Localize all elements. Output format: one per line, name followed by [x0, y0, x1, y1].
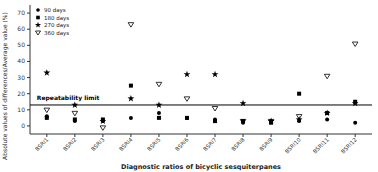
point: [324, 109, 331, 116]
legend-label: 270 days: [44, 22, 69, 29]
legend-marker: [36, 8, 40, 12]
point: [185, 116, 189, 120]
x-tick-label: BSRI1: [34, 136, 50, 152]
y-tick-label: 10: [17, 106, 25, 113]
x-tick: [74, 134, 75, 137]
point: [324, 74, 330, 78]
point: [268, 118, 275, 125]
point: [128, 23, 134, 27]
x-tick-label: BSRI10: [284, 136, 302, 154]
y-tick: [27, 45, 30, 46]
y-tick: [27, 13, 30, 14]
y-tick-label: 50: [17, 41, 25, 48]
point: [129, 84, 133, 88]
point: [213, 119, 217, 123]
point: [45, 116, 49, 120]
y-tick-label: 20: [17, 90, 25, 97]
point: [156, 82, 162, 86]
point: [240, 119, 246, 123]
point: [157, 111, 161, 115]
x-tick: [299, 134, 300, 137]
y-tick-label: 40: [17, 57, 25, 64]
point: [129, 116, 133, 120]
y-tick-label: 0: [21, 122, 25, 129]
legend-marker: [35, 22, 41, 28]
x-tick-label: BSRI5: [146, 136, 162, 152]
point: [185, 116, 189, 120]
legend-marker: [36, 16, 40, 20]
y-tick: [27, 109, 30, 110]
point: [353, 121, 357, 125]
x-tick-label: BSRI6: [174, 136, 190, 152]
point: [127, 95, 134, 102]
x-tick-label: BSRI8: [230, 136, 246, 152]
legend-marker: [35, 31, 40, 35]
point: [184, 71, 191, 78]
x-axis-line: [30, 134, 372, 135]
x-tick: [102, 134, 103, 137]
point: [212, 71, 219, 78]
y-tick-label: 60: [17, 25, 25, 32]
y-tick: [27, 125, 30, 126]
legend-label: 180 days: [44, 15, 69, 22]
point: [73, 117, 77, 121]
y-tick: [27, 93, 30, 94]
point: [325, 117, 329, 121]
point: [99, 118, 106, 125]
points: [43, 23, 358, 131]
point: [157, 116, 161, 120]
point: [71, 101, 78, 108]
y-axis-line: [30, 5, 31, 134]
y-tick: [27, 29, 30, 30]
x-tick: [327, 134, 328, 137]
point: [352, 42, 358, 46]
point: [241, 119, 245, 123]
point: [72, 111, 78, 115]
y-tick-label: 70: [17, 9, 25, 16]
point: [43, 69, 50, 76]
x-tick-label: BSRI7: [202, 136, 218, 152]
point: [268, 119, 274, 123]
x-tick: [271, 134, 272, 137]
point: [297, 92, 301, 96]
reference-line: [30, 104, 372, 105]
point: [240, 100, 247, 107]
legend-label: 360 days: [44, 30, 69, 37]
x-tick: [215, 134, 216, 137]
x-tick: [243, 134, 244, 137]
point: [156, 101, 163, 108]
point: [184, 97, 190, 101]
x-tick-label: BSRI12: [340, 136, 358, 154]
y-axis-label: Absolute values of differences/Average v…: [1, 12, 9, 160]
legend: 90 days180 days270 days360 days: [35, 7, 69, 37]
x-tick: [158, 134, 159, 137]
point: [352, 100, 359, 107]
x-tick-label: BSRI2: [62, 136, 78, 152]
annotation: Repeatability limit: [37, 94, 100, 102]
legend-label: 90 days: [44, 7, 66, 14]
x-tick: [46, 134, 47, 137]
x-tick: [130, 134, 131, 137]
chart: 0 10 20 30 40 50 60 70 BSRI1 BSRI2 BSRI3 BSRI4 BSRI5…: [0, 0, 378, 172]
x-tick-label: BSRI11: [312, 136, 330, 154]
y-tick-label: 30: [17, 74, 25, 81]
x-axis-label: Diagnostic ratios of bicyclic sesquiterp…: [121, 163, 281, 171]
y-tick: [27, 77, 30, 78]
x-tick-label: BSRI3: [90, 136, 106, 152]
point: [296, 115, 302, 119]
point: [44, 108, 50, 112]
x-tick: [355, 134, 356, 137]
x-tick-label: BSRI4: [118, 136, 134, 152]
point: [212, 107, 218, 111]
point: [100, 126, 106, 130]
y-tick: [27, 61, 30, 62]
x-tick: [186, 134, 187, 137]
x-tick-label: BSRI9: [258, 136, 274, 152]
